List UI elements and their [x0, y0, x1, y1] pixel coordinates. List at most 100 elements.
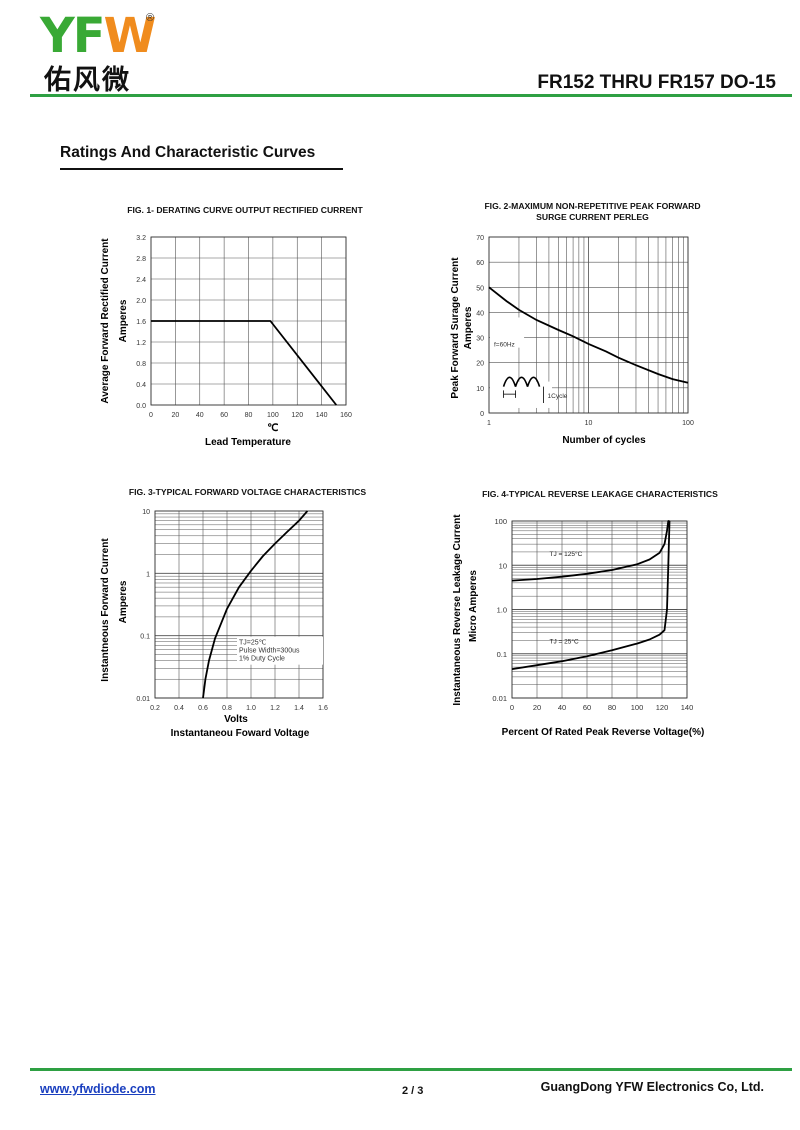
- fig4-ytick-label: 100: [494, 517, 507, 526]
- fig2-plot-frame: [488, 236, 689, 414]
- fig1-ylabel: Average Forward Rectified Current: [100, 238, 111, 404]
- fig2-cycle-label: 1Cycle: [548, 393, 568, 400]
- fig2-ylabel-unit: Amperes: [463, 306, 474, 349]
- fig1-series-0-line: [151, 320, 338, 406]
- fig3-xtick-label: 0.4: [174, 705, 184, 712]
- fig2-xtick-label: 100: [682, 420, 694, 427]
- fig2-ylabel: Peak Forward Surage Current: [450, 257, 461, 399]
- fig3-xlabel: Instantaneou Foward Voltage: [171, 728, 310, 739]
- fig3-xtick-label: 0.6: [198, 705, 208, 712]
- footer-divider: [30, 1068, 792, 1071]
- fig2-title: FIG. 2-MAXIMUM NON-REPETITIVE PEAK FORWA…: [450, 201, 735, 223]
- fig3-ytick-label: 10: [142, 509, 150, 516]
- fig2-xtick-label: 10: [585, 420, 593, 427]
- fig2-series-0-line: [488, 286, 689, 384]
- fig1-ytick-label: 0.0: [136, 403, 146, 410]
- fig1-xtick-label: 100: [267, 412, 279, 419]
- header-divider: [30, 94, 792, 97]
- fig1-ytick-label: 0.8: [136, 361, 146, 368]
- fig3-xunit: Volts: [224, 714, 248, 725]
- fig4-xtick-label: 60: [583, 703, 591, 712]
- company-logo: YFW: [40, 12, 156, 60]
- fig3-xtick-label: 1.2: [270, 705, 280, 712]
- fig2-title-line1: FIG. 2-MAXIMUM NON-REPETITIVE PEAK FORWA…: [484, 201, 701, 211]
- fig2-halfsine-waveform: [502, 376, 541, 387]
- fig4-xtick-label: 0: [510, 703, 514, 712]
- fig3-xtick-label: 1.4: [294, 705, 304, 712]
- fig2-ytick-label: 20: [476, 361, 484, 368]
- fig3-annotation-temp: TJ=25℃: [239, 640, 267, 647]
- fig1-xunit: ℃: [267, 423, 278, 434]
- document-title: FR152 THRU FR157 DO-15: [537, 72, 776, 93]
- page-number: 2 / 3: [402, 1085, 424, 1097]
- fig4-xtick-label: 20: [533, 703, 541, 712]
- fig1-xtick-label: 0: [149, 412, 153, 419]
- fig4-series-0-label: TJ = 125°C: [550, 550, 583, 558]
- fig4-ytick-label: 0.1: [497, 650, 507, 659]
- fig3-title: FIG. 3-TYPICAL FORWARD VOLTAGE CHARACTER…: [128, 487, 367, 497]
- fig4-ytick-label: 10: [499, 561, 507, 570]
- fig2-ytick-label: 30: [476, 336, 484, 343]
- fig3-xtick-label: 1.6: [318, 705, 328, 712]
- fig1-xtick-label: 140: [316, 412, 328, 419]
- fig4-ytick-label: 1.0: [497, 606, 507, 615]
- fig1-ytick-label: 2.4: [136, 277, 146, 284]
- fig2-title-line2: SURGE CURRENT PERLEG: [536, 212, 649, 222]
- fig1-ytick-label: 2.0: [136, 298, 146, 305]
- fig1-ytick-label: 2.8: [136, 256, 146, 263]
- fig4-series-0-line: [511, 520, 670, 582]
- fig1-ytick-label: 1.6: [136, 319, 146, 326]
- fig2-annotation-bg: [490, 381, 553, 408]
- logo-letters-yf: YF: [40, 8, 106, 64]
- fig1-ylabel-unit: Amperes: [118, 299, 129, 342]
- fig3-xtick-label: 0.2: [150, 705, 160, 712]
- fig3-xtick-label: 1.0: [246, 705, 256, 712]
- fig3-plot-frame: [154, 510, 324, 699]
- fig1-xtick-label: 160: [340, 412, 352, 419]
- section-title: Ratings And Characteristic Curves: [60, 144, 316, 161]
- registered-mark: ®: [146, 12, 155, 24]
- fig2-freq-label: f=60Hz: [494, 341, 515, 348]
- fig1-ytick-label: 3.2: [136, 235, 146, 242]
- fig4-ylabel: Instantaneous Reverse Leakage Current: [452, 514, 463, 706]
- fig3-annotation-duty: 1% Duty Cycle: [239, 656, 285, 663]
- company-name: GuangDong YFW Electronics Co, Ltd.: [540, 1080, 764, 1094]
- fig1-title: FIG. 1- DERATING CURVE OUTPUT RECTIFIED …: [127, 205, 363, 215]
- fig3-annotation-pulse: Pulse Width=300us: [239, 648, 300, 655]
- fig3-annotation-bg: [237, 636, 323, 665]
- fig2-ytick-label: 60: [476, 260, 484, 267]
- logo-chinese-name: 佑风微: [44, 65, 131, 96]
- fig2-ytick-label: 70: [476, 235, 484, 242]
- fig2-ytick-label: 40: [476, 310, 484, 317]
- fig4-xtick-label: 140: [681, 703, 694, 712]
- fig1-xtick-label: 40: [196, 412, 204, 419]
- fig3-ylabel-unit: Amperes: [118, 580, 129, 623]
- fig4-ylabel-unit: Micro Amperes: [468, 570, 479, 642]
- fig2-ytick-label: 50: [476, 285, 484, 292]
- fig1-xlabel: Lead Temperature: [205, 437, 291, 448]
- fig3-series-0-line: [202, 510, 309, 699]
- fig3-ytick-label: 1: [146, 571, 150, 578]
- fig3-ytick-label: 0.01: [136, 696, 150, 703]
- fig2-ytick-label: 0: [480, 411, 484, 418]
- fig1-xtick-label: 120: [291, 412, 303, 419]
- fig3-ytick-label: 0.1: [140, 634, 150, 641]
- fig1-xtick-label: 60: [220, 412, 228, 419]
- fig1-xtick-label: 20: [171, 412, 179, 419]
- fig1-ytick-label: 1.2: [136, 340, 146, 347]
- fig4-plot-frame: [511, 520, 688, 699]
- fig2-freq-bg: [490, 317, 525, 348]
- fig4-series-1-label: TJ = 25°C: [550, 638, 579, 646]
- fig4-xlabel: Percent Of Rated Peak Reverse Voltage(%): [502, 727, 705, 738]
- fig2-xlabel: Number of cycles: [562, 435, 646, 446]
- fig4-title: FIG. 4-TYPICAL REVERSE LEAKAGE CHARACTER…: [482, 489, 718, 499]
- website-link[interactable]: www.yfwdiode.com: [40, 1082, 156, 1096]
- fig3-ylabel: Instantneous Forward Current: [100, 538, 111, 682]
- logo-letter-w: W: [103, 8, 157, 64]
- fig4-xtick-label: 80: [608, 703, 616, 712]
- section-underline: [60, 168, 343, 170]
- fig4-xtick-label: 100: [631, 703, 644, 712]
